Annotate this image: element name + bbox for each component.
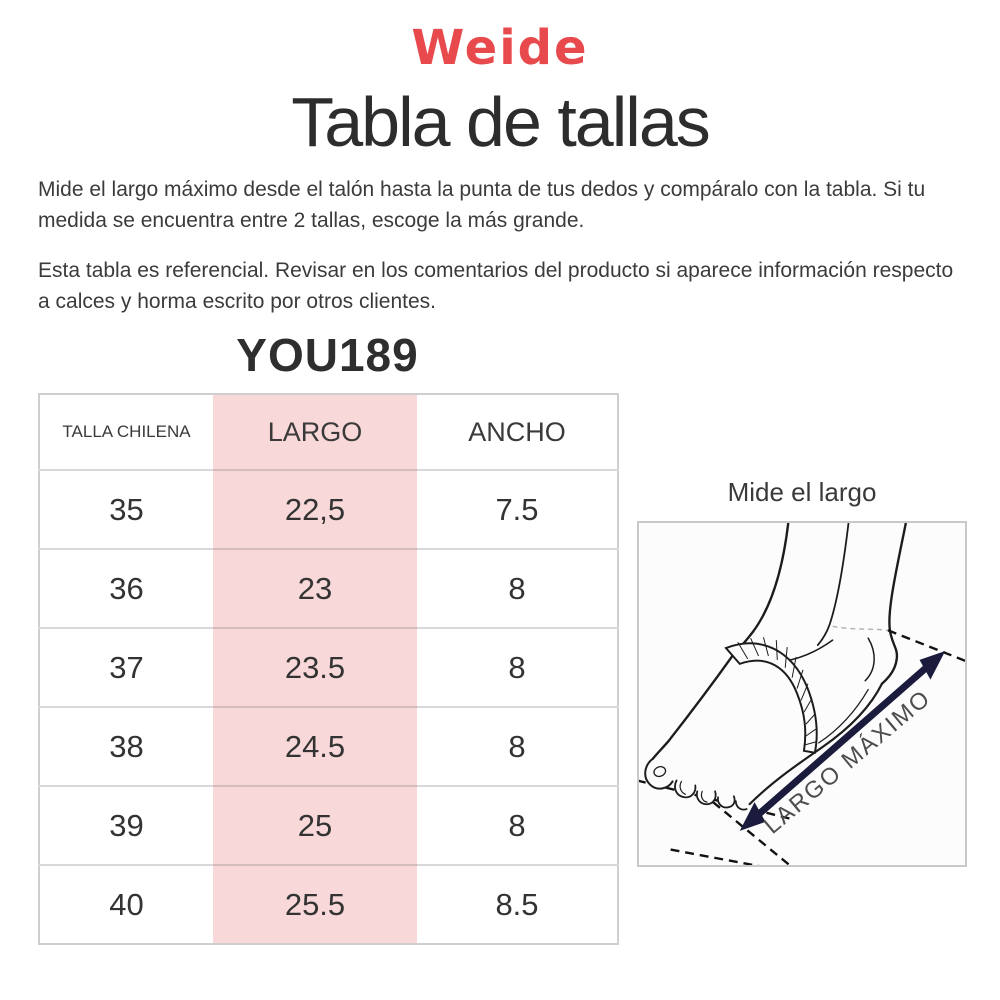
cell-ancho: 7.5 — [417, 469, 618, 549]
cell-talla-chilena: 40 — [39, 864, 213, 944]
big-toe-outline — [644, 757, 674, 790]
toe-3-outline — [695, 790, 717, 806]
cell-talla-chilena: 36 — [39, 548, 213, 628]
toe-4-outline — [717, 795, 736, 809]
leg-back-heel-outline — [880, 523, 907, 685]
arch-line — [818, 688, 869, 744]
table-header-row: TALLA CHILENA LARGO ANCHO — [39, 394, 618, 470]
ankle-dashed-contour — [832, 625, 889, 631]
measure-arrow-shaft — [753, 662, 932, 820]
measure-guide-box: LARGO MÁXIMO — [637, 521, 967, 867]
product-code: YOU189 — [236, 329, 419, 381]
cell-talla-chilena: 37 — [39, 627, 213, 707]
sole-outline — [748, 682, 884, 806]
cell-largo: 23 — [213, 548, 417, 628]
measure-guide-title: Mide el largo — [727, 477, 877, 507]
toe-2-crease — [679, 780, 687, 795]
toe-2-outline — [674, 779, 697, 799]
toe-5-outline — [734, 800, 748, 811]
column-header-largo: LARGO — [213, 394, 417, 470]
cell-talla-chilena: 39 — [39, 785, 213, 865]
measuring-tape-marks — [737, 637, 817, 746]
table-row: 38 24.5 8 — [39, 706, 618, 786]
cell-ancho: 8 — [417, 627, 618, 707]
inner-ankle-line — [816, 523, 850, 646]
cell-largo: 25.5 — [213, 864, 417, 944]
instruction-paragraph-2: Esta tabla es referencial. Revisar en lo… — [38, 259, 954, 314]
cell-ancho: 8 — [417, 548, 618, 628]
cell-largo: 25 — [213, 785, 417, 865]
measure-arrow-head-top — [919, 651, 946, 680]
cell-talla-chilena: 35 — [39, 469, 213, 549]
ground-dashed-line-bottom — [670, 848, 760, 865]
instruction-paragraph-1: Mide el largo máximo desde el talón hast… — [38, 178, 926, 233]
cell-ancho: 8 — [417, 706, 618, 786]
brand-logo: Weide — [411, 20, 589, 76]
foot-measure-illustration: LARGO MÁXIMO — [639, 523, 965, 865]
size-table-body: 35 22,5 7.5 36 23 8 37 23.5 8 38 24.5 8 39 25 8 40 25.5 8… — [39, 469, 618, 944]
measure-arrow-head-bottom — [739, 802, 766, 831]
heel-arc-line — [864, 637, 875, 682]
toe-3-crease — [700, 790, 708, 803]
cell-ancho: 8 — [417, 785, 618, 865]
toe-plane-dashed-line — [639, 779, 796, 822]
column-header-talla-chilena: TALLA CHILENA — [62, 422, 191, 441]
table-row: 40 25.5 8.5 — [39, 864, 618, 944]
big-toenail — [653, 766, 667, 778]
ground-dashed-line-left — [712, 801, 792, 865]
table-row: 36 23 8 — [39, 548, 618, 628]
size-table: TALLA CHILENA LARGO ANCHO 35 22,5 7.5 36 23 8… — [38, 393, 619, 945]
measuring-tape-band — [724, 642, 818, 754]
cell-largo: 22,5 — [213, 469, 417, 549]
cell-largo: 24.5 — [213, 706, 417, 786]
cell-largo: 23.5 — [213, 627, 417, 707]
table-row: 37 23.5 8 — [39, 627, 618, 707]
cell-talla-chilena: 38 — [39, 706, 213, 786]
table-row: 35 22,5 7.5 — [39, 469, 618, 549]
table-row: 39 25 8 — [39, 785, 618, 865]
cell-ancho: 8.5 — [417, 864, 618, 944]
column-header-ancho: ANCHO — [468, 416, 566, 447]
page-title: Tabla de tallas — [291, 83, 711, 161]
